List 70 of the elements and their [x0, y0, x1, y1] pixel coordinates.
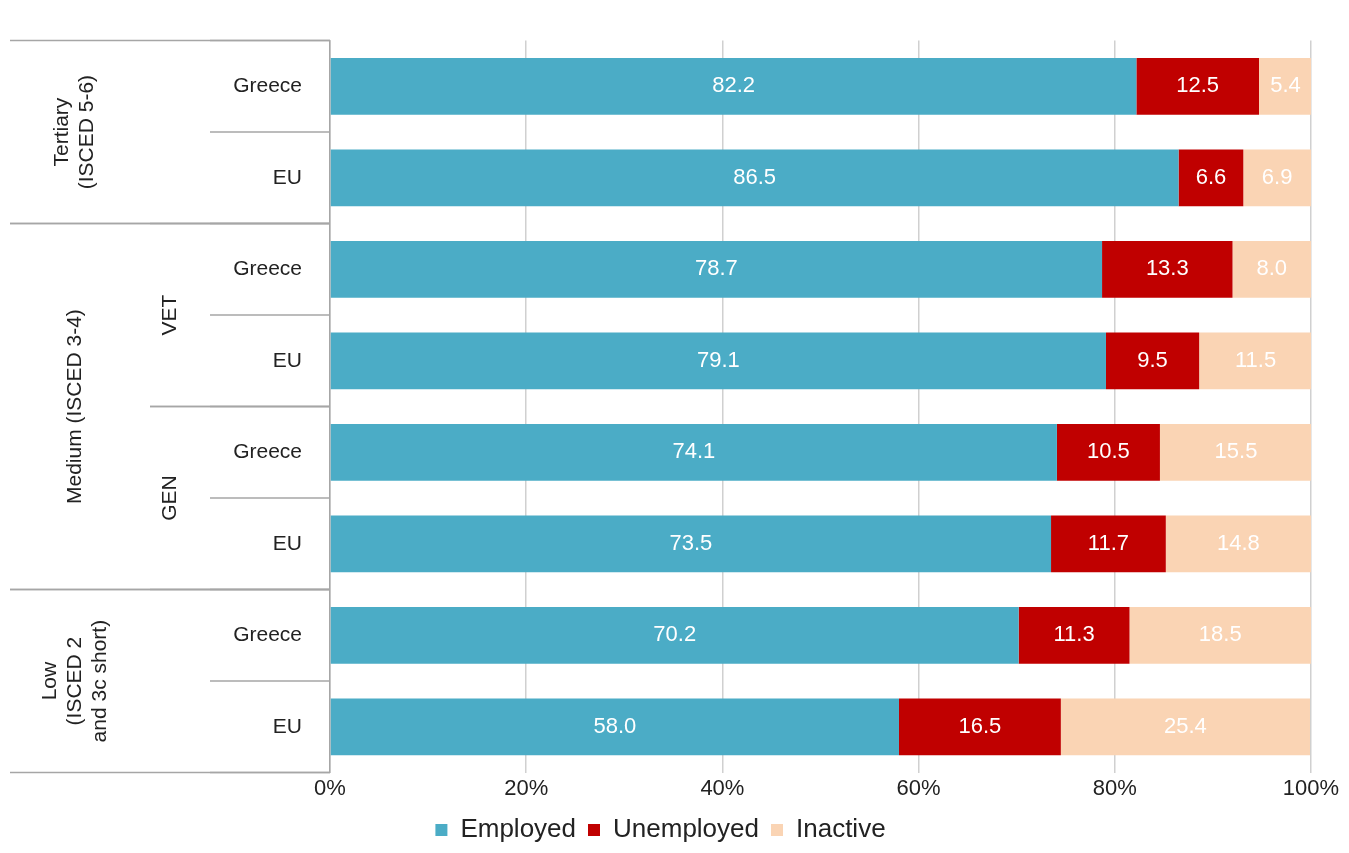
- x-tick-label: 80%: [1092, 774, 1137, 800]
- bar: [1243, 149, 1311, 207]
- bar: [1056, 423, 1160, 481]
- text: Tertiary (ISCED 5-6): [49, 74, 98, 190]
- text: VET: [156, 294, 180, 336]
- data-label: 15.5: [1214, 438, 1258, 464]
- x-tick-label: 0%: [314, 774, 346, 800]
- legend-label: Employed: [460, 813, 577, 844]
- data-label: 73.5: [669, 529, 713, 555]
- data-label: 82.2: [712, 72, 755, 98]
- text: GEN: [156, 475, 180, 521]
- bar: [1102, 240, 1233, 298]
- data-label: 6.9: [1261, 163, 1293, 189]
- bar: [1105, 332, 1200, 390]
- data-label: 8.0: [1256, 255, 1288, 281]
- bar: [330, 606, 1019, 664]
- bar: [1136, 57, 1260, 115]
- bar: [1060, 698, 1311, 756]
- bar: [1051, 515, 1166, 573]
- y-tick-label: EU: [272, 530, 302, 554]
- x-tick-label: 100%: [1282, 774, 1340, 800]
- bar: [1199, 332, 1311, 390]
- bar: [1178, 149, 1244, 207]
- data-label: 11.7: [1087, 529, 1130, 555]
- data-label: 86.5: [733, 163, 777, 189]
- y-tick-label: Greece: [233, 73, 302, 97]
- data-label: 11.5: [1234, 346, 1277, 372]
- data-label: 9.5: [1137, 346, 1168, 372]
- y-tick-label: Greece: [233, 439, 302, 463]
- bar: [1259, 57, 1311, 115]
- data-label: 70.2: [653, 621, 697, 647]
- data-label: 12.5: [1176, 72, 1220, 98]
- data-label: 78.7: [694, 255, 738, 281]
- data-label: 25.4: [1164, 712, 1207, 738]
- bar: [1018, 606, 1130, 664]
- data-label: 79.1: [696, 346, 740, 372]
- bar: [898, 698, 1061, 756]
- data-label: 11.3: [1053, 621, 1095, 647]
- y-tick-label: EU: [272, 713, 302, 737]
- data-label: 10.5: [1087, 438, 1130, 464]
- bar: [330, 698, 899, 756]
- bar: [1232, 240, 1311, 298]
- data-label: 13.3: [1145, 255, 1189, 281]
- text: Medium (ISCED 3-4): [61, 309, 85, 505]
- bar: [1159, 423, 1311, 481]
- bar: [1129, 606, 1311, 664]
- y-tick-label: EU: [272, 347, 302, 371]
- legend-label: Inactive: [795, 813, 886, 844]
- data-label: 16.5: [958, 712, 1002, 738]
- bar: [330, 240, 1103, 298]
- y-tick-label: Greece: [233, 256, 302, 280]
- bar: [330, 423, 1057, 481]
- data-label: 6.6: [1195, 163, 1227, 189]
- y-tick-label: EU: [272, 164, 302, 188]
- x-tick-label: 60%: [896, 774, 941, 800]
- legend-label: Unemployed: [613, 813, 760, 844]
- y-tick-label: Greece: [233, 622, 302, 646]
- data-label: 18.5: [1198, 621, 1242, 647]
- bar: [330, 149, 1179, 207]
- bar: [330, 332, 1106, 390]
- bar: [1165, 515, 1311, 573]
- bar: [330, 57, 1137, 115]
- x-tick-label: 20%: [504, 774, 549, 800]
- data-label: 14.8: [1216, 529, 1260, 555]
- text: Low (ISCED 2 and 3c short): [36, 619, 110, 743]
- data-label: 74.1: [672, 438, 716, 464]
- data-label: 5.4: [1270, 72, 1301, 98]
- x-tick-label: 40%: [700, 774, 745, 800]
- bar: [330, 515, 1052, 573]
- data-label: 58.0: [593, 712, 637, 738]
